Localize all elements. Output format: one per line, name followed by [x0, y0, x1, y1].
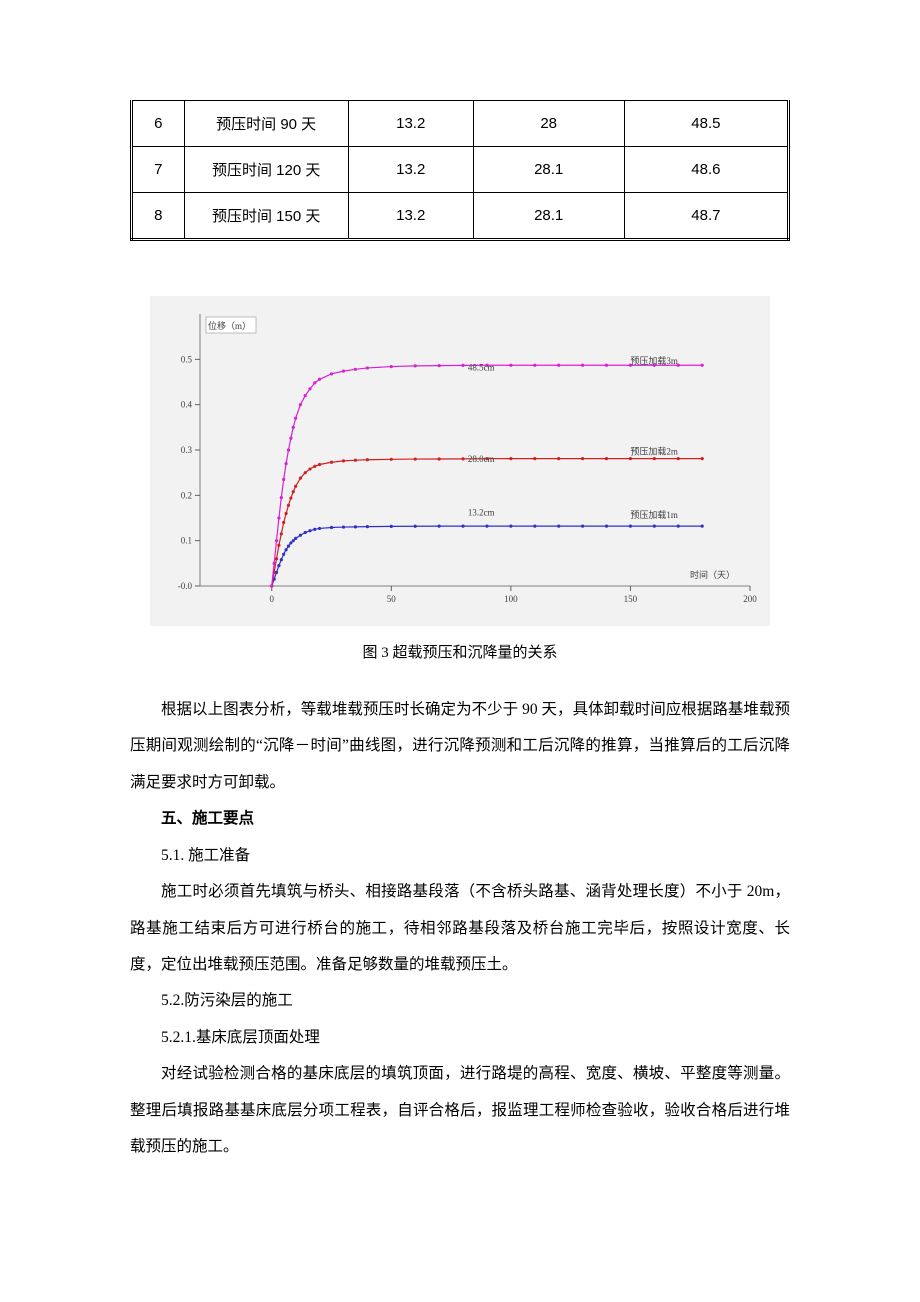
svg-text:13.2cm: 13.2cm	[468, 508, 495, 518]
table-cell: 8	[132, 193, 185, 240]
svg-text:预压加载3m: 预压加载3m	[630, 355, 678, 366]
table-cell: 6	[132, 101, 185, 147]
svg-text:150: 150	[624, 594, 638, 604]
table-cell: 13.2	[348, 101, 473, 147]
svg-text:0.5: 0.5	[181, 354, 193, 364]
table-row: 7预压时间 120 天13.228.148.6	[132, 147, 789, 193]
table-cell: 48.6	[624, 147, 788, 193]
svg-text:位移（m）: 位移（m）	[208, 320, 251, 331]
table-cell: 48.5	[624, 101, 788, 147]
analysis-paragraph: 根据以上图表分析，等载堆载预压时长确定为不少于 90 天，具体卸载时间应根据路基…	[130, 692, 790, 801]
construction-prep-paragraph: 施工时必须首先填筑与桥头、相接路基段落（不含桥头路基、涵背处理长度）不小于 20…	[130, 874, 790, 983]
table-cell: 预压时间 90 天	[184, 101, 348, 147]
svg-text:0: 0	[269, 594, 274, 604]
table-cell: 13.2	[348, 193, 473, 240]
svg-text:时间（天）: 时间（天）	[690, 569, 735, 580]
table-cell: 28.1	[473, 147, 624, 193]
svg-text:0.4: 0.4	[181, 400, 193, 410]
svg-text:200: 200	[743, 594, 757, 604]
svg-text:预压加载1m: 预压加载1m	[630, 509, 678, 520]
settlement-table: 6预压时间 90 天13.22848.57预压时间 120 天13.228.14…	[130, 100, 790, 241]
svg-text:100: 100	[504, 594, 518, 604]
svg-text:0.3: 0.3	[181, 445, 193, 455]
svg-text:50: 50	[387, 594, 397, 604]
table-cell: 28.1	[473, 193, 624, 240]
subgrade-paragraph: 对经试验检测合格的基床底层的填筑顶面，进行路堤的高程、宽度、横坡、平整度等测量。…	[130, 1056, 790, 1165]
table-cell: 7	[132, 147, 185, 193]
section-5-2-1-heading: 5.2.1.基床底层顶面处理	[130, 1020, 790, 1056]
svg-text:0.1: 0.1	[181, 536, 192, 546]
table-cell: 48.7	[624, 193, 788, 240]
svg-text:预压加载2m: 预压加载2m	[630, 446, 678, 457]
table-cell: 13.2	[348, 147, 473, 193]
svg-text:-0.0: -0.0	[178, 581, 193, 591]
section-5-heading: 五、施工要点	[130, 801, 790, 837]
svg-text:48.5cm: 48.5cm	[468, 363, 495, 373]
section-5-1-heading: 5.1. 施工准备	[130, 838, 790, 874]
table-cell: 预压时间 150 天	[184, 193, 348, 240]
table-row: 8预压时间 150 天13.228.148.7	[132, 193, 789, 240]
table-row: 6预压时间 90 天13.22848.5	[132, 101, 789, 147]
svg-text:28.0cm: 28.0cm	[468, 454, 495, 464]
table-cell: 28	[473, 101, 624, 147]
table-cell: 预压时间 120 天	[184, 147, 348, 193]
document-body: 根据以上图表分析，等载堆载预压时长确定为不少于 90 天，具体卸载时间应根据路基…	[130, 692, 790, 1165]
section-5-2-heading: 5.2.防污染层的施工	[130, 983, 790, 1019]
chart-caption: 图 3 超载预压和沉降量的关系	[130, 641, 790, 662]
settlement-chart: 0 50 100 150 200 -0.0 0.1 0.2 0.3 0.4 0.5 位移（m） 时间（天…	[150, 296, 770, 626]
svg-text:0.2: 0.2	[181, 490, 192, 500]
